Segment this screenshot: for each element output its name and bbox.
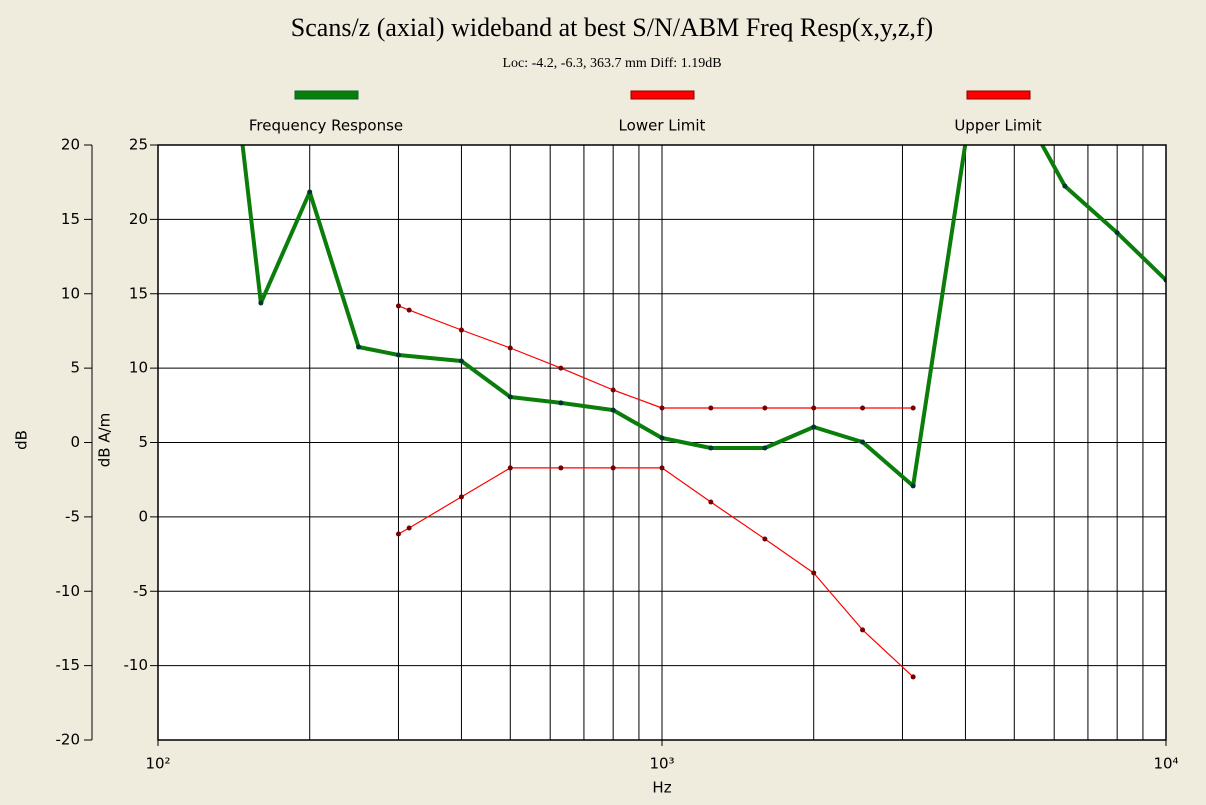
series-line: [398, 305, 914, 409]
legend-label: Lower Limit: [619, 117, 706, 135]
data-point: [458, 494, 464, 500]
y2-tick-label: 20: [129, 210, 148, 228]
data-point: [860, 439, 866, 445]
data-point: [762, 536, 768, 542]
y2-tick-label: 0: [138, 507, 148, 525]
data-point: [395, 303, 401, 309]
data-point: [558, 465, 564, 471]
series-line: [240, 145, 1166, 488]
data-point: [860, 405, 866, 411]
data-point: [811, 424, 817, 430]
data-point: [708, 499, 714, 505]
data-point: [258, 300, 264, 306]
y2-axis-label: dB A/m: [96, 413, 114, 468]
chart-title: Scans/z (axial) wideband at best S/N/ABM…: [291, 13, 933, 42]
x-tick-label: 10³: [649, 755, 674, 773]
data-point: [395, 531, 401, 537]
chart-subtitle: Loc: -4.2, -6.3, 363.7 mm Diff: 1.19dB: [502, 56, 721, 71]
y-tick-label: -15: [56, 656, 81, 674]
y2-tick-label: 15: [129, 284, 148, 302]
y2-tick-label: 25: [129, 136, 148, 154]
data-point: [659, 435, 665, 441]
data-point: [860, 627, 866, 633]
series-layer: [240, 145, 1166, 680]
legend-swatch: [630, 90, 695, 100]
y-tick-label: 0: [70, 433, 80, 451]
y-axis-label: dB: [13, 430, 31, 450]
y-tick-label: 5: [70, 359, 80, 377]
data-point: [507, 465, 513, 471]
y-tick-label: 15: [61, 210, 80, 228]
y-tick-label: -20: [56, 731, 81, 749]
data-point: [406, 525, 412, 531]
data-point: [708, 445, 714, 451]
data-point: [910, 674, 916, 680]
y2-tick-label: 5: [138, 433, 148, 451]
data-point: [762, 405, 768, 411]
data-point: [395, 352, 401, 358]
data-point: [910, 405, 916, 411]
y-tick-label: 20: [61, 136, 80, 154]
data-point: [659, 465, 665, 471]
series-line: [398, 467, 914, 678]
legend-label: Frequency Response: [249, 117, 403, 135]
data-point: [458, 327, 464, 333]
y-tick-label: -5: [65, 507, 80, 525]
legend-swatch: [294, 90, 359, 100]
data-point: [507, 345, 513, 351]
data-point: [610, 407, 616, 413]
data-point: [610, 465, 616, 471]
data-point: [558, 400, 564, 406]
y2-tick-label: 10: [129, 359, 148, 377]
y2-tick-label: -5: [133, 582, 148, 600]
data-point: [507, 394, 513, 400]
data-point: [762, 445, 768, 451]
y-tick-label: -10: [56, 582, 81, 600]
y-tick-label: 10: [61, 284, 80, 302]
data-point: [811, 570, 817, 576]
y2-tick-label: -10: [124, 656, 149, 674]
data-point: [1114, 230, 1120, 236]
data-point: [811, 405, 817, 411]
data-point: [659, 405, 665, 411]
data-point: [910, 483, 916, 489]
data-point: [458, 358, 464, 364]
x-axis-label: Hz: [652, 779, 671, 797]
x-tick-label: 10⁴: [1153, 755, 1178, 773]
data-point: [307, 189, 313, 195]
legend-label: Upper Limit: [954, 117, 1041, 135]
data-point: [1062, 183, 1068, 189]
data-point: [610, 387, 616, 393]
data-point: [406, 307, 412, 313]
data-point: [356, 344, 362, 350]
x-tick-label: 10²: [145, 755, 170, 773]
data-point: [708, 405, 714, 411]
data-point: [558, 365, 564, 371]
legend-swatch: [966, 90, 1031, 100]
